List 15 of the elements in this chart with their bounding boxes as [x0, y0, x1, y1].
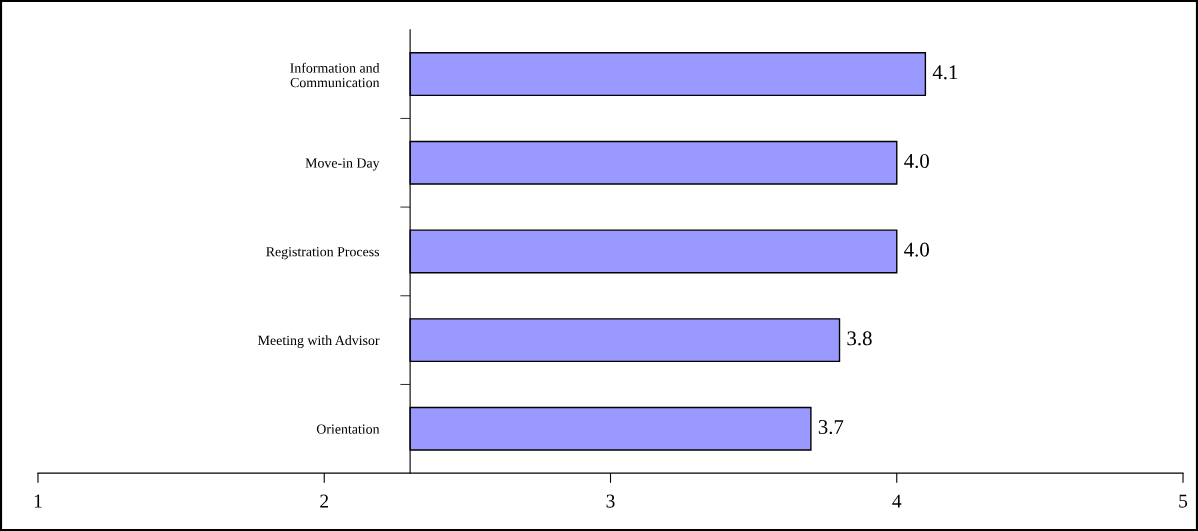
x-tick-label: 2 — [320, 494, 329, 508]
data-label: 3.7 — [818, 420, 844, 435]
data-label: 3.8 — [847, 331, 872, 346]
data-label: 4.0 — [904, 242, 929, 257]
x-tick-label: 1 — [34, 494, 42, 508]
y-tick-label: Orientation — [316, 424, 380, 434]
x-tick-label: 5 — [1179, 494, 1188, 508]
y-tick-label: Registration Process — [266, 247, 380, 260]
data-label: 4.1 — [932, 65, 958, 80]
x-tick-label: 4 — [892, 494, 902, 508]
y-tick-label: Meeting with Advisor — [258, 335, 380, 348]
y-tick-label: Information and Communication — [290, 62, 380, 88]
y-tick-label: Move-in Day — [305, 158, 380, 171]
x-tick-label: 3 — [606, 494, 615, 508]
data-label: 4.0 — [904, 153, 929, 169]
